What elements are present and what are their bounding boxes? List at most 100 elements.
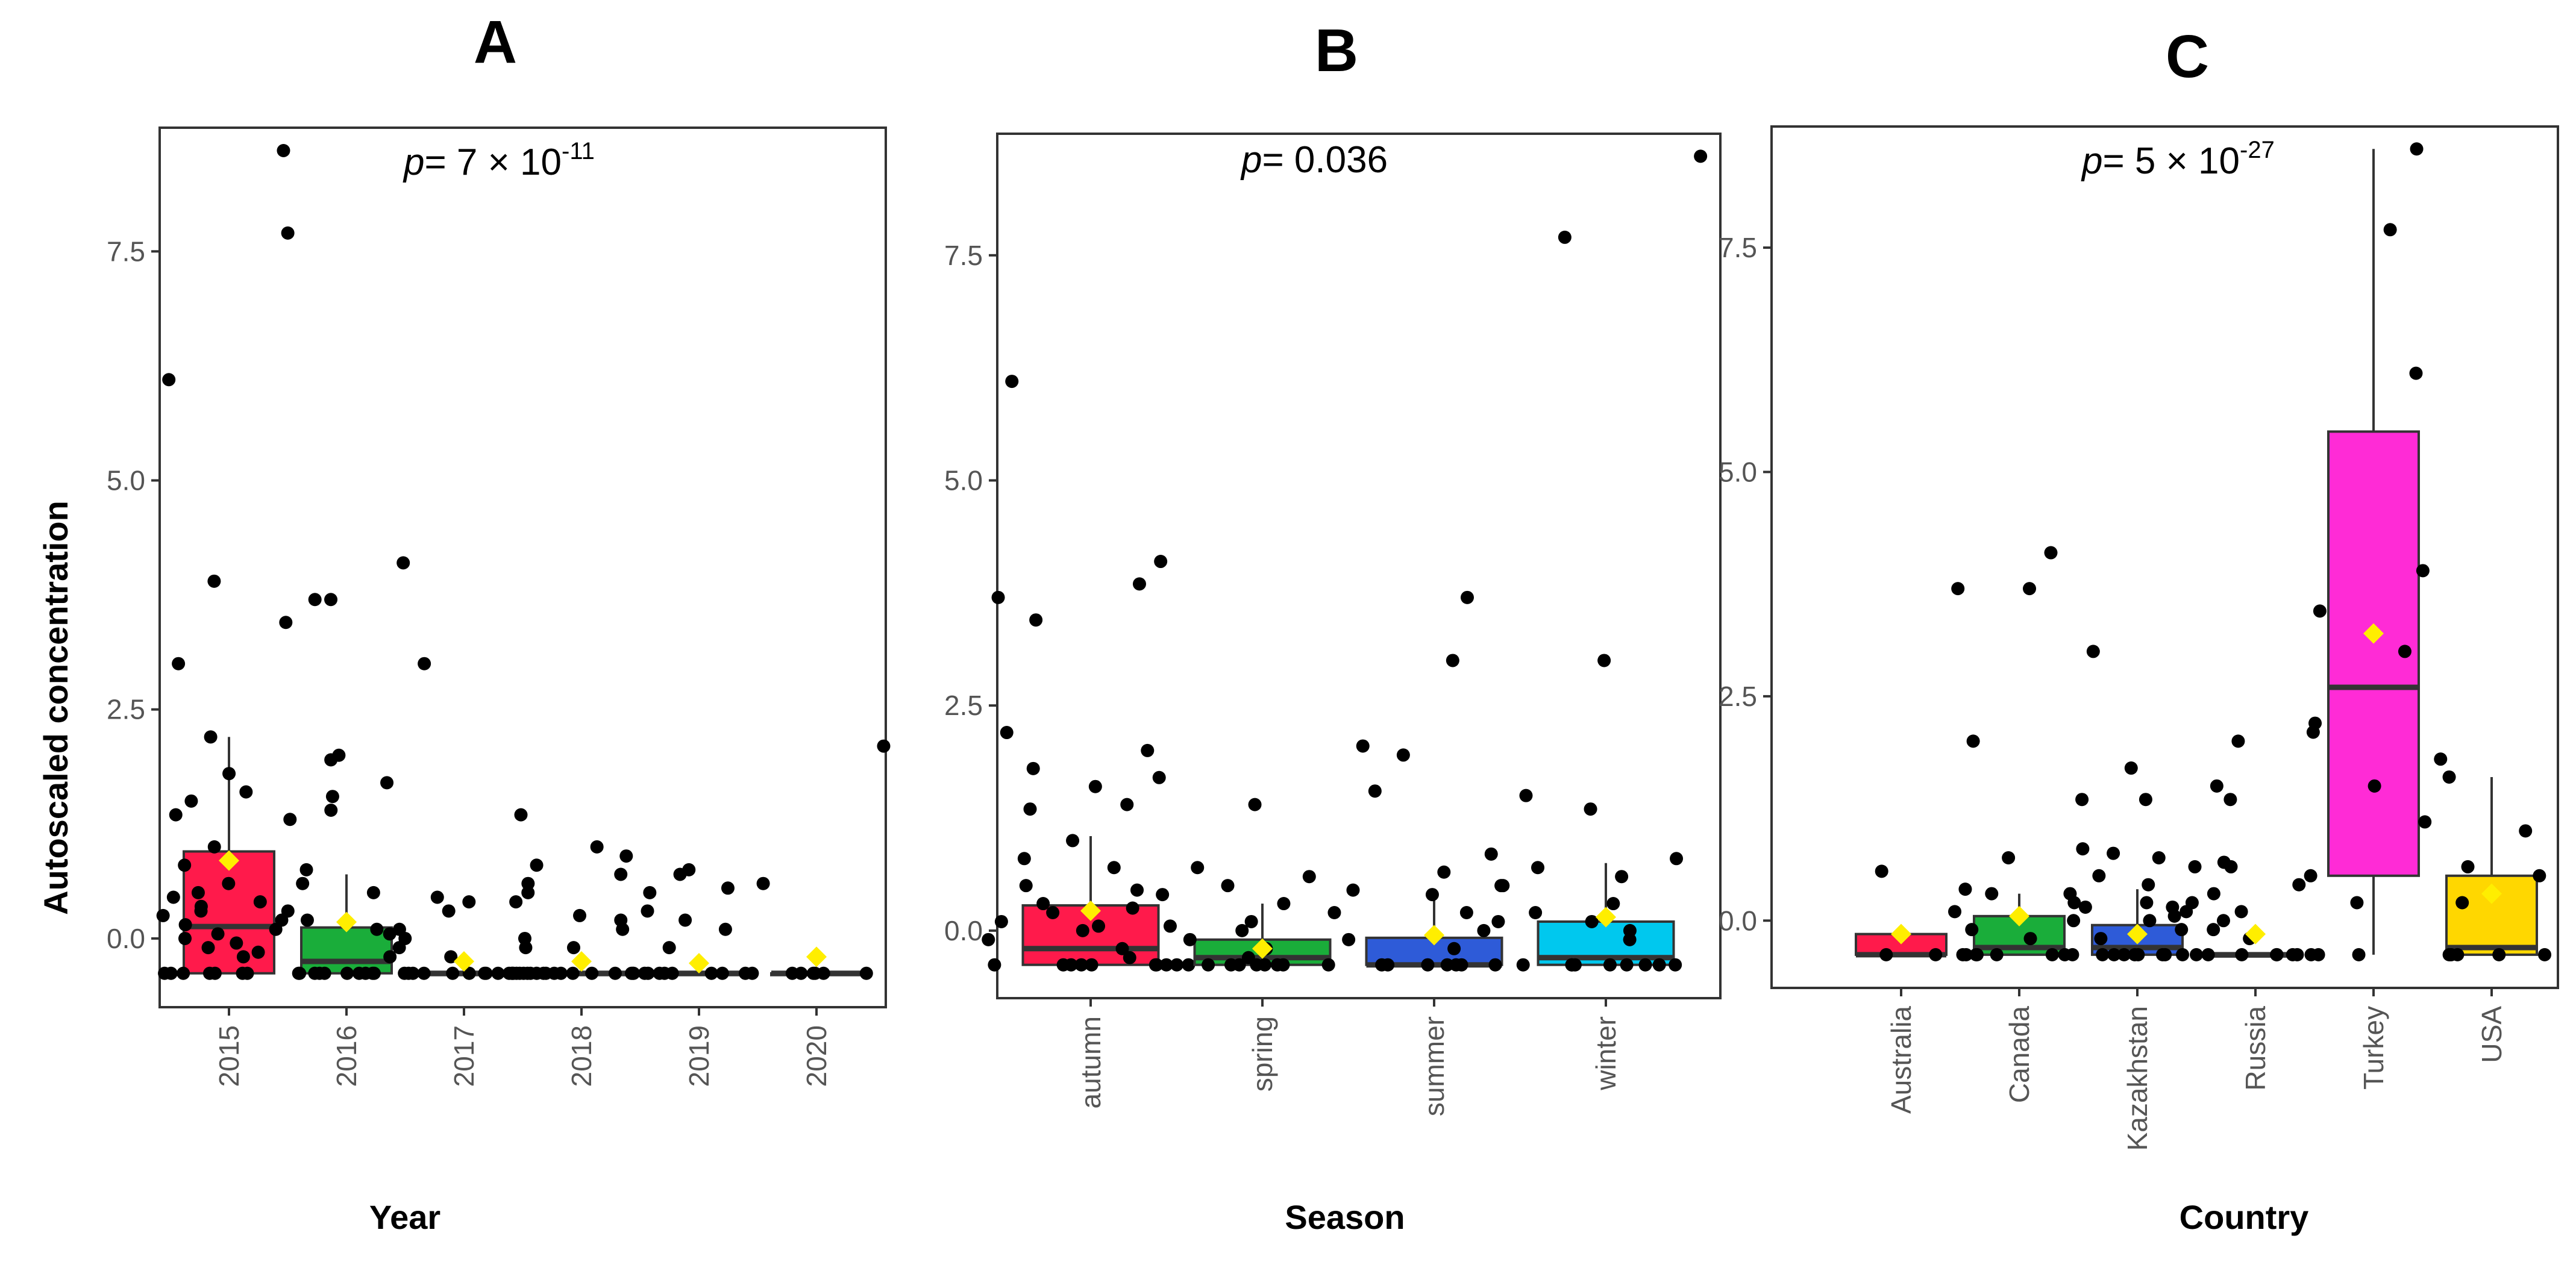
- data-point: [366, 886, 380, 899]
- data-point: [1516, 958, 1530, 972]
- data-point: [178, 918, 192, 932]
- data-point: [1130, 883, 1144, 897]
- data-point: [877, 739, 891, 753]
- data-point: [2398, 645, 2411, 658]
- data-point: [521, 876, 535, 890]
- data-point: [2139, 793, 2152, 807]
- mean-marker-2018: [571, 951, 592, 972]
- data-point: [1623, 932, 1637, 946]
- data-point: [1244, 914, 1258, 928]
- panel-a-p-exponent: -11: [562, 138, 595, 164]
- y-tick-label: 7.5: [107, 236, 145, 267]
- data-point: [513, 966, 527, 980]
- data-point: [1396, 748, 1410, 762]
- data-point: [1005, 375, 1019, 389]
- data-point: [662, 941, 676, 955]
- data-point: [554, 966, 568, 980]
- data-point: [1437, 865, 1451, 879]
- data-point: [1446, 654, 1459, 667]
- data-point: [2096, 948, 2110, 961]
- data-point: [1327, 905, 1341, 919]
- data-point: [1029, 613, 1043, 627]
- mean-marker-spring: [1252, 938, 1273, 959]
- y-tick-label: 2.5: [944, 690, 983, 721]
- data-point: [1132, 577, 1146, 591]
- data-point: [2368, 779, 2381, 793]
- data-point: [236, 950, 250, 964]
- data-point: [643, 886, 657, 899]
- y-tick-label: 7.5: [944, 240, 983, 271]
- data-point: [239, 785, 253, 799]
- data-point: [293, 966, 307, 980]
- y-tick-label: 5.0: [944, 464, 983, 496]
- data-point: [2304, 948, 2318, 961]
- data-point: [1459, 905, 1473, 919]
- data-point: [1694, 149, 1708, 163]
- data-point: [178, 858, 192, 872]
- data-point: [657, 966, 671, 980]
- x-tick-label: Canada: [2004, 1006, 2035, 1104]
- data-point: [1447, 942, 1461, 955]
- data-point: [2409, 366, 2423, 380]
- data-point: [2092, 869, 2106, 882]
- data-point: [1221, 879, 1235, 893]
- data-point: [518, 931, 531, 945]
- data-point: [1638, 958, 1652, 972]
- data-point: [2117, 948, 2131, 961]
- data-point: [1036, 897, 1050, 911]
- panel-a-p-symbol: p: [403, 142, 424, 183]
- data-point: [2185, 896, 2199, 910]
- data-point: [1346, 883, 1360, 897]
- data-point: [269, 922, 283, 936]
- data-point: [616, 922, 630, 936]
- data-point: [236, 966, 249, 980]
- data-point: [1202, 958, 1215, 972]
- panel-a-p-text: = 7 × 10: [424, 142, 562, 183]
- data-point: [2023, 582, 2037, 596]
- panel-c-p-text: = 5 × 10: [2102, 140, 2240, 182]
- data-point: [194, 904, 208, 918]
- mean-marker-2017: [454, 951, 474, 972]
- data-point: [2152, 851, 2166, 865]
- mean-marker-winter: [1596, 907, 1616, 928]
- data-point: [1491, 914, 1505, 928]
- data-point: [2410, 142, 2424, 156]
- data-point: [366, 966, 380, 980]
- data-point: [166, 890, 180, 904]
- data-point: [1461, 590, 1474, 604]
- data-point: [1985, 887, 1999, 901]
- data-point: [1875, 864, 1888, 878]
- data-point: [1455, 958, 1468, 972]
- data-point: [1191, 861, 1205, 875]
- data-point: [2210, 779, 2223, 793]
- panel-b-plot: 0.0 2.5 5.0 7.5 autumn spring summer winter: [944, 133, 1722, 1116]
- data-point: [1951, 582, 1965, 596]
- data-point: [1529, 905, 1543, 919]
- data-point: [1488, 958, 1502, 972]
- data-point: [1163, 919, 1177, 933]
- data-point: [444, 950, 458, 964]
- data-point: [1652, 958, 1666, 972]
- data-point: [2175, 923, 2189, 937]
- data-point: [178, 931, 192, 945]
- data-point: [253, 895, 267, 909]
- data-point: [1154, 555, 1168, 569]
- data-point: [1120, 798, 1134, 811]
- data-point: [1519, 789, 1533, 802]
- data-point: [566, 966, 580, 980]
- data-point: [530, 966, 544, 980]
- data-point: [162, 373, 176, 387]
- data-point: [590, 840, 604, 854]
- x-tick-label: 2020: [801, 1025, 832, 1087]
- data-point: [1141, 743, 1155, 757]
- mean-marker-2015: [219, 850, 239, 871]
- data-point: [462, 895, 476, 909]
- data-point: [207, 574, 221, 588]
- data-point: [756, 876, 770, 890]
- data-point: [1046, 905, 1060, 919]
- data-point: [738, 966, 752, 980]
- y-axis-title: Autoscaled concentration: [37, 501, 75, 915]
- data-point: [1258, 958, 1272, 972]
- x-tick-label: winter: [1590, 1016, 1622, 1091]
- data-point: [2094, 932, 2108, 946]
